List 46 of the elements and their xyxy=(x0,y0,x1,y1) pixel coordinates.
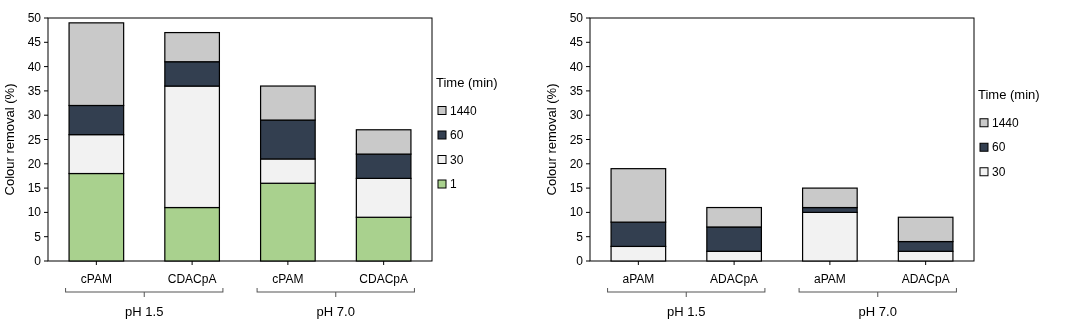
y-tick-label: 45 xyxy=(569,35,584,50)
legend-label: 1440 xyxy=(450,103,478,118)
y-tick-label: 50 xyxy=(569,11,584,25)
x-tick-label: cPAM xyxy=(272,272,304,286)
x-tick-label: cPAM xyxy=(80,272,112,286)
legend-label: 30 xyxy=(450,152,464,167)
y-tick-label: 40 xyxy=(569,59,584,74)
y-tick-label: 20 xyxy=(27,156,42,171)
y-tick-label: 25 xyxy=(27,132,42,147)
y-axis-title: Colour removal (%) xyxy=(2,83,17,196)
y-tick-label: 10 xyxy=(27,205,42,220)
y-tick-label: 5 xyxy=(34,229,42,244)
legend-label: 1440 xyxy=(992,115,1020,130)
legend-label: 1 xyxy=(450,177,457,191)
y-tick-label: 35 xyxy=(569,83,584,98)
legend-title: Time (min) xyxy=(436,74,498,90)
legend-label: 60 xyxy=(450,128,464,142)
x-tick-label: aPAM xyxy=(622,272,655,286)
y-tick-label: 0 xyxy=(576,254,584,268)
legend-title: Time (min) xyxy=(978,86,1040,102)
text: pH 7.0 xyxy=(858,304,897,319)
y-tick-label: 15 xyxy=(27,181,42,196)
y-tick-label: 5 xyxy=(576,229,584,244)
y-tick-label: 0 xyxy=(34,254,42,268)
y-tick-label: 45 xyxy=(27,35,42,50)
legend-label: 30 xyxy=(992,164,1006,179)
x-tick-label: aPAM xyxy=(813,272,846,286)
y-tick-label: 15 xyxy=(569,181,584,196)
x-tick-label: CDACpA xyxy=(167,272,217,286)
legend-label: 60 xyxy=(992,140,1006,155)
y-axis-title: Colour removal (%) xyxy=(544,83,559,196)
y-tick-label: 35 xyxy=(27,83,42,98)
y-tick-label: 30 xyxy=(569,108,584,123)
y-tick-label: 30 xyxy=(27,108,42,123)
y-tick-label: 25 xyxy=(569,132,584,147)
x-tick-label: ADACpA xyxy=(710,272,759,286)
y-tick-label: 50 xyxy=(27,11,42,25)
bar xyxy=(801,187,858,209)
text: pH 7.0 xyxy=(316,304,355,319)
x-tick-label: ADACpA xyxy=(901,272,950,286)
x-tick-label: CDACpA xyxy=(359,272,408,286)
y-tick-label: 40 xyxy=(27,59,42,74)
text: pH 1.5 xyxy=(125,304,164,319)
text: pH 1.5 xyxy=(667,304,706,319)
y-tick-label: 10 xyxy=(569,205,584,220)
y-tick-label: 20 xyxy=(569,156,584,171)
